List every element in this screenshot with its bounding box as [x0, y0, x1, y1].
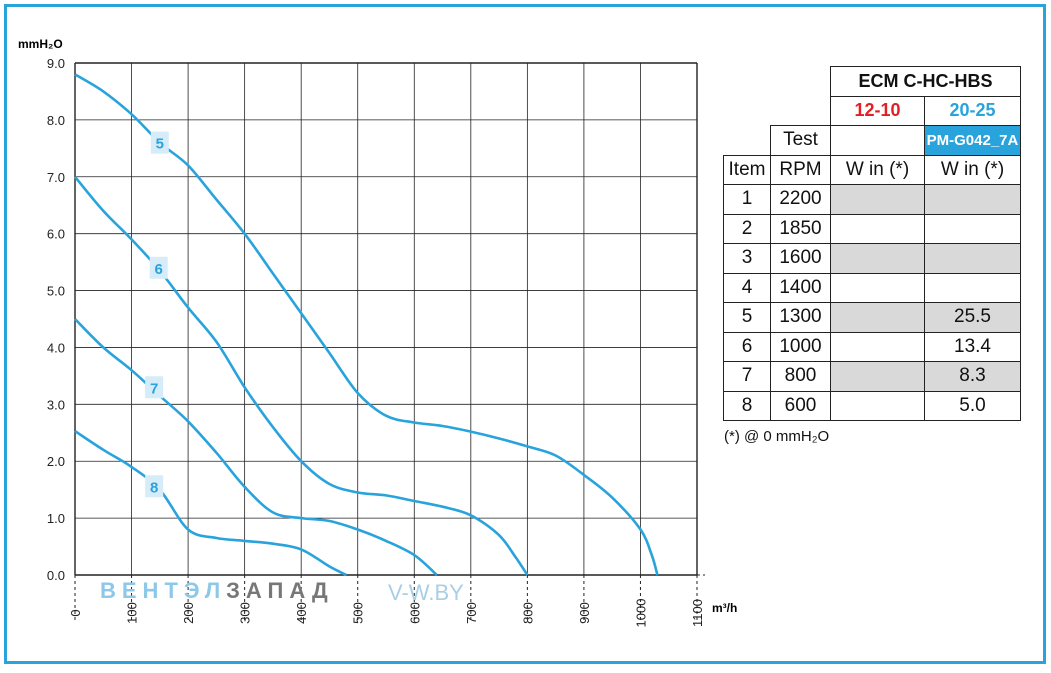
cell-w1 — [830, 390, 925, 421]
cell-item: 2 — [723, 213, 771, 244]
table-row: 3 1600 — [723, 243, 1021, 274]
x-tick-label: 600 — [407, 602, 422, 624]
spec-table: ECM C-HC-HBS 12-10 20-25 Test PM-G042_7A… — [723, 66, 1021, 421]
variant-blue: 20-25 — [924, 95, 1021, 126]
cell-w1 — [830, 243, 925, 274]
cell-w1 — [830, 213, 925, 244]
y-axis-label: mmH₂O — [18, 37, 63, 51]
y-tick-label: 2.0 — [47, 454, 65, 469]
cell-item: 5 — [723, 302, 771, 333]
grid — [74, 62, 705, 620]
cell-w2 — [924, 184, 1021, 215]
y-tick-label: 6.0 — [47, 227, 65, 242]
cell-rpm: 1400 — [770, 272, 831, 303]
y-tick-label: 0.0 — [47, 568, 65, 583]
curve-7 — [74, 318, 438, 576]
cell-w2 — [924, 243, 1021, 274]
table-row: 5 1300 25.5 — [723, 302, 1021, 333]
model-badge: PM-G042_7A — [924, 125, 1021, 156]
x-tick-label: 100 — [125, 602, 140, 624]
table-row: 7 800 8.3 — [723, 361, 1021, 392]
footnote: (*) @ 0 mmH₂O — [724, 428, 830, 445]
table-row: 8 600 5.0 — [723, 390, 1021, 421]
cell-w1 — [830, 272, 925, 303]
cell-w1 — [830, 361, 925, 392]
x-tick-label: 1100 — [690, 599, 705, 627]
cell-item: 4 — [723, 272, 771, 303]
curve-label-bg — [149, 256, 168, 279]
table-row: 6 1000 13.4 — [723, 331, 1021, 362]
x-tick-label: 700 — [464, 602, 479, 624]
cell-rpm: 1000 — [770, 331, 831, 362]
y-tick-label: 1.0 — [47, 511, 65, 526]
tick-labels: 0.0 1.0 2.0 3.0 4.0 5.0 6.0 7.0 8.0 9.0 0 100 200 300… — [47, 56, 705, 627]
x-tick-label: 300 — [238, 602, 253, 624]
header-w2: W in (*) — [924, 154, 1021, 185]
test-label: Test — [770, 125, 831, 156]
x-tick-label: 200 — [181, 602, 196, 624]
cell-rpm: 800 — [770, 361, 831, 392]
curve-labels: 5 6 7 8 — [145, 131, 169, 498]
watermark: ВЕНТЭЛЗАПАД — [100, 578, 334, 603]
y-tick-label: 3.0 — [47, 397, 65, 412]
x-axis-label: m³/h — [712, 601, 737, 615]
x-tick-label: 900 — [577, 602, 592, 624]
curve-label-8: 8 — [150, 479, 158, 496]
curve-8 — [74, 430, 347, 577]
cell-rpm: 1300 — [770, 302, 831, 333]
cell-w2: 13.4 — [924, 331, 1021, 362]
x-tick-label: 0 — [68, 609, 83, 616]
y-tick-label: 5.0 — [47, 284, 65, 299]
y-tick-label: 8.0 — [47, 113, 65, 128]
cell-rpm: 600 — [770, 390, 831, 421]
header-item: Item — [723, 154, 771, 185]
cell-w2: 25.5 — [924, 302, 1021, 333]
header-rpm: RPM — [770, 154, 831, 185]
x-tick-label: 400 — [294, 602, 309, 624]
cell-w1 — [830, 184, 925, 215]
x-tick-label: 1000 — [633, 599, 648, 628]
y-tick-label: 4.0 — [47, 340, 65, 355]
curve-label-6: 6 — [155, 261, 163, 278]
y-tick-label: 7.0 — [47, 170, 65, 185]
cell-item: 7 — [723, 361, 771, 392]
curve-5 — [74, 73, 659, 576]
cell-rpm: 2200 — [770, 184, 831, 215]
cell-w2: 8.3 — [924, 361, 1021, 392]
table-row: 4 1400 — [723, 272, 1021, 303]
header-w1: W in (*) — [830, 154, 925, 185]
curve-label-bg — [145, 475, 164, 498]
cell-w2: 5.0 — [924, 390, 1021, 421]
cell-item: 3 — [723, 243, 771, 274]
watermark-site: V-W.BY — [388, 580, 464, 605]
curve-label-bg — [150, 131, 169, 154]
y-tick-label: 9.0 — [47, 56, 65, 71]
x-tick-label: 800 — [520, 602, 535, 624]
cell-w1 — [830, 331, 925, 362]
curve-label-bg — [145, 376, 164, 399]
cell-item: 1 — [723, 184, 771, 215]
curve-label-7: 7 — [150, 380, 158, 397]
table-row: 2 1850 — [723, 213, 1021, 244]
model-name: ECM C-HC-HBS — [830, 66, 1021, 97]
cell-item: 6 — [723, 331, 771, 362]
cell-rpm: 1600 — [770, 243, 831, 274]
table-row: 1 2200 — [723, 184, 1021, 215]
curve-label-5: 5 — [156, 136, 164, 153]
cell-w1 — [830, 302, 925, 333]
x-tick-label: 500 — [351, 602, 366, 624]
cell-item: 8 — [723, 390, 771, 421]
cell-w2 — [924, 213, 1021, 244]
cell-rpm: 1850 — [770, 213, 831, 244]
variant-red: 12-10 — [830, 95, 925, 126]
cell-w2 — [924, 272, 1021, 303]
